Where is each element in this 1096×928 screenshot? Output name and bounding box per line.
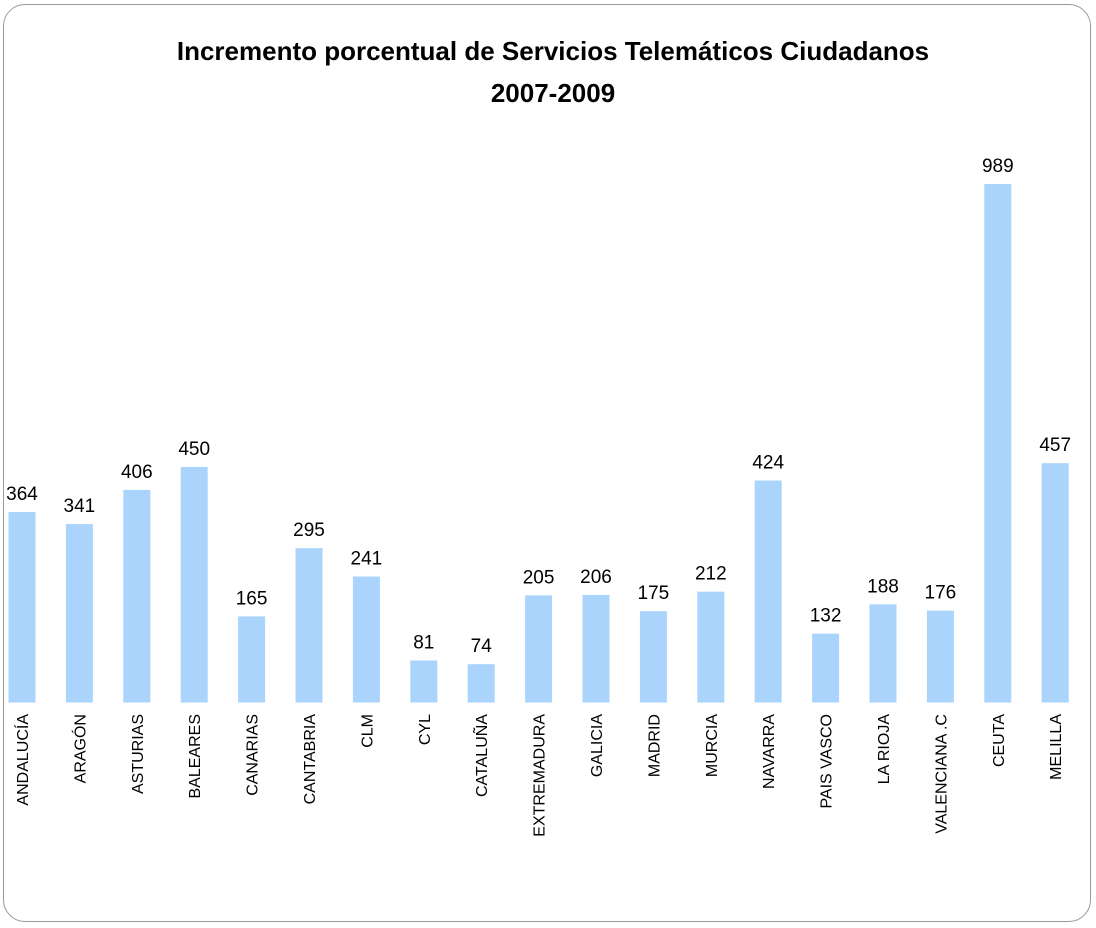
bar-asturias: [123, 489, 151, 703]
bar-cantabria: [295, 548, 323, 703]
bar-aragon: [65, 524, 93, 703]
category-label-murcia: MURCIA: [704, 714, 721, 777]
bar-pais-vasco: [812, 633, 840, 703]
bar-la-rioja: [869, 604, 897, 703]
category-label-pais-vasco: PAIS VASCO: [819, 714, 836, 809]
value-label-canarias: 165: [236, 588, 268, 609]
value-label-pais-vasco: 132: [810, 606, 842, 627]
category-label-andalucia: ANDALUCÍA: [13, 714, 32, 806]
value-label-madrid: 175: [638, 583, 670, 604]
bar-extremadura: [525, 595, 553, 703]
chart-frame: [3, 4, 1091, 922]
chart-subtitle: 2007-2009: [491, 78, 615, 108]
category-label-cyl: CYL: [417, 714, 434, 745]
bar-melilla: [1041, 463, 1069, 703]
value-label-ceuta: 989: [982, 156, 1014, 177]
value-label-asturias: 406: [121, 462, 153, 483]
category-label-navarra: NAVARRA: [761, 714, 778, 789]
value-label-cyl: 81: [413, 633, 434, 654]
bar-andalucia: [8, 512, 36, 703]
category-labels-layer: ANDALUCÍA ARAGÓN ASTURIAS BALEARES CANARIAS C…: [13, 714, 1065, 837]
category-label-aragon: ARAGÓN: [70, 714, 89, 783]
bar-valenciana-c: [926, 610, 954, 703]
category-label-galicia: GALICIA: [589, 714, 606, 777]
value-label-cantabria: 295: [293, 520, 325, 541]
category-label-cantabria: CANTABRIA: [302, 714, 319, 805]
bar-murcia: [697, 591, 725, 703]
bar-galicia: [582, 594, 610, 703]
value-label-clm: 241: [351, 549, 383, 570]
value-label-melilla: 457: [1039, 435, 1071, 456]
bar-cyl: [410, 660, 438, 703]
bar-clm: [352, 576, 380, 703]
value-label-aragon: 341: [64, 496, 96, 517]
value-label-murcia: 212: [695, 564, 727, 585]
bar-canarias: [238, 616, 266, 703]
bar-baleares: [180, 466, 208, 703]
value-labels-layer: 364 341 406 450 165 295 241 81 74 205 206 175 212 424…: [6, 156, 1071, 657]
value-label-baleares: 450: [178, 439, 210, 460]
category-label-madrid: MADRID: [646, 714, 663, 777]
bar-madrid: [639, 611, 667, 703]
category-label-la-rioja: LA RIOJA: [876, 714, 893, 785]
value-label-galicia: 206: [580, 567, 612, 588]
category-label-clm: CLM: [359, 714, 376, 748]
category-label-valenciana-c: VALENCIANA .C: [933, 714, 950, 834]
value-label-andalucia: 364: [6, 484, 38, 505]
value-label-valenciana-c: 176: [925, 583, 957, 604]
value-label-extremadura: 205: [523, 567, 555, 588]
category-label-extremadura: EXTREMADURA: [532, 714, 549, 837]
category-label-ceuta: CEUTA: [991, 714, 1008, 767]
bars-layer: [8, 184, 1069, 703]
category-label-cataluna: CATALUÑA: [471, 714, 491, 797]
category-label-melilla: MELILLA: [1048, 714, 1065, 780]
bar-ceuta: [984, 184, 1012, 703]
value-label-navarra: 424: [752, 453, 784, 474]
value-label-la-rioja: 188: [867, 576, 899, 597]
bar-cataluna: [467, 664, 495, 703]
category-label-baleares: BALEARES: [187, 714, 204, 798]
category-label-canarias: CANARIAS: [245, 714, 262, 796]
bar-navarra: [754, 480, 782, 703]
value-label-cataluna: 74: [471, 636, 493, 657]
category-label-asturias: ASTURIAS: [130, 714, 147, 794]
chart-title: Incremento porcentual de Servicios Telem…: [177, 36, 929, 66]
